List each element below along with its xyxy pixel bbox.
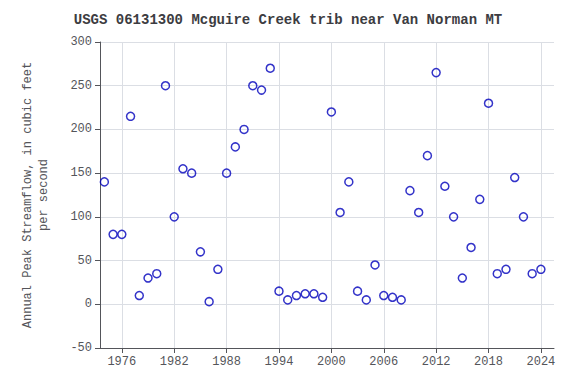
svg-text:300: 300 (70, 35, 92, 49)
svg-text:2000: 2000 (317, 355, 346, 369)
svg-text:0: 0 (85, 297, 92, 311)
svg-text:2024: 2024 (526, 355, 555, 369)
svg-text:USGS 06131300 Mcguire Creek tr: USGS 06131300 Mcguire Creek trib near Va… (74, 12, 502, 28)
svg-text:50: 50 (78, 254, 92, 268)
svg-text:150: 150 (70, 166, 92, 180)
svg-text:100: 100 (70, 210, 92, 224)
svg-text:-50: -50 (70, 341, 92, 355)
svg-text:Annual Peak Streamflow, in cub: Annual Peak Streamflow, in cubic feet (21, 62, 35, 328)
svg-text:2012: 2012 (422, 355, 451, 369)
svg-text:200: 200 (70, 122, 92, 136)
svg-text:1976: 1976 (107, 355, 136, 369)
svg-text:1994: 1994 (265, 355, 294, 369)
svg-text:1982: 1982 (160, 355, 189, 369)
svg-text:250: 250 (70, 79, 92, 93)
svg-text:2006: 2006 (369, 355, 398, 369)
svg-text:per second: per second (37, 159, 51, 231)
svg-text:1988: 1988 (212, 355, 241, 369)
svg-text:2018: 2018 (474, 355, 503, 369)
